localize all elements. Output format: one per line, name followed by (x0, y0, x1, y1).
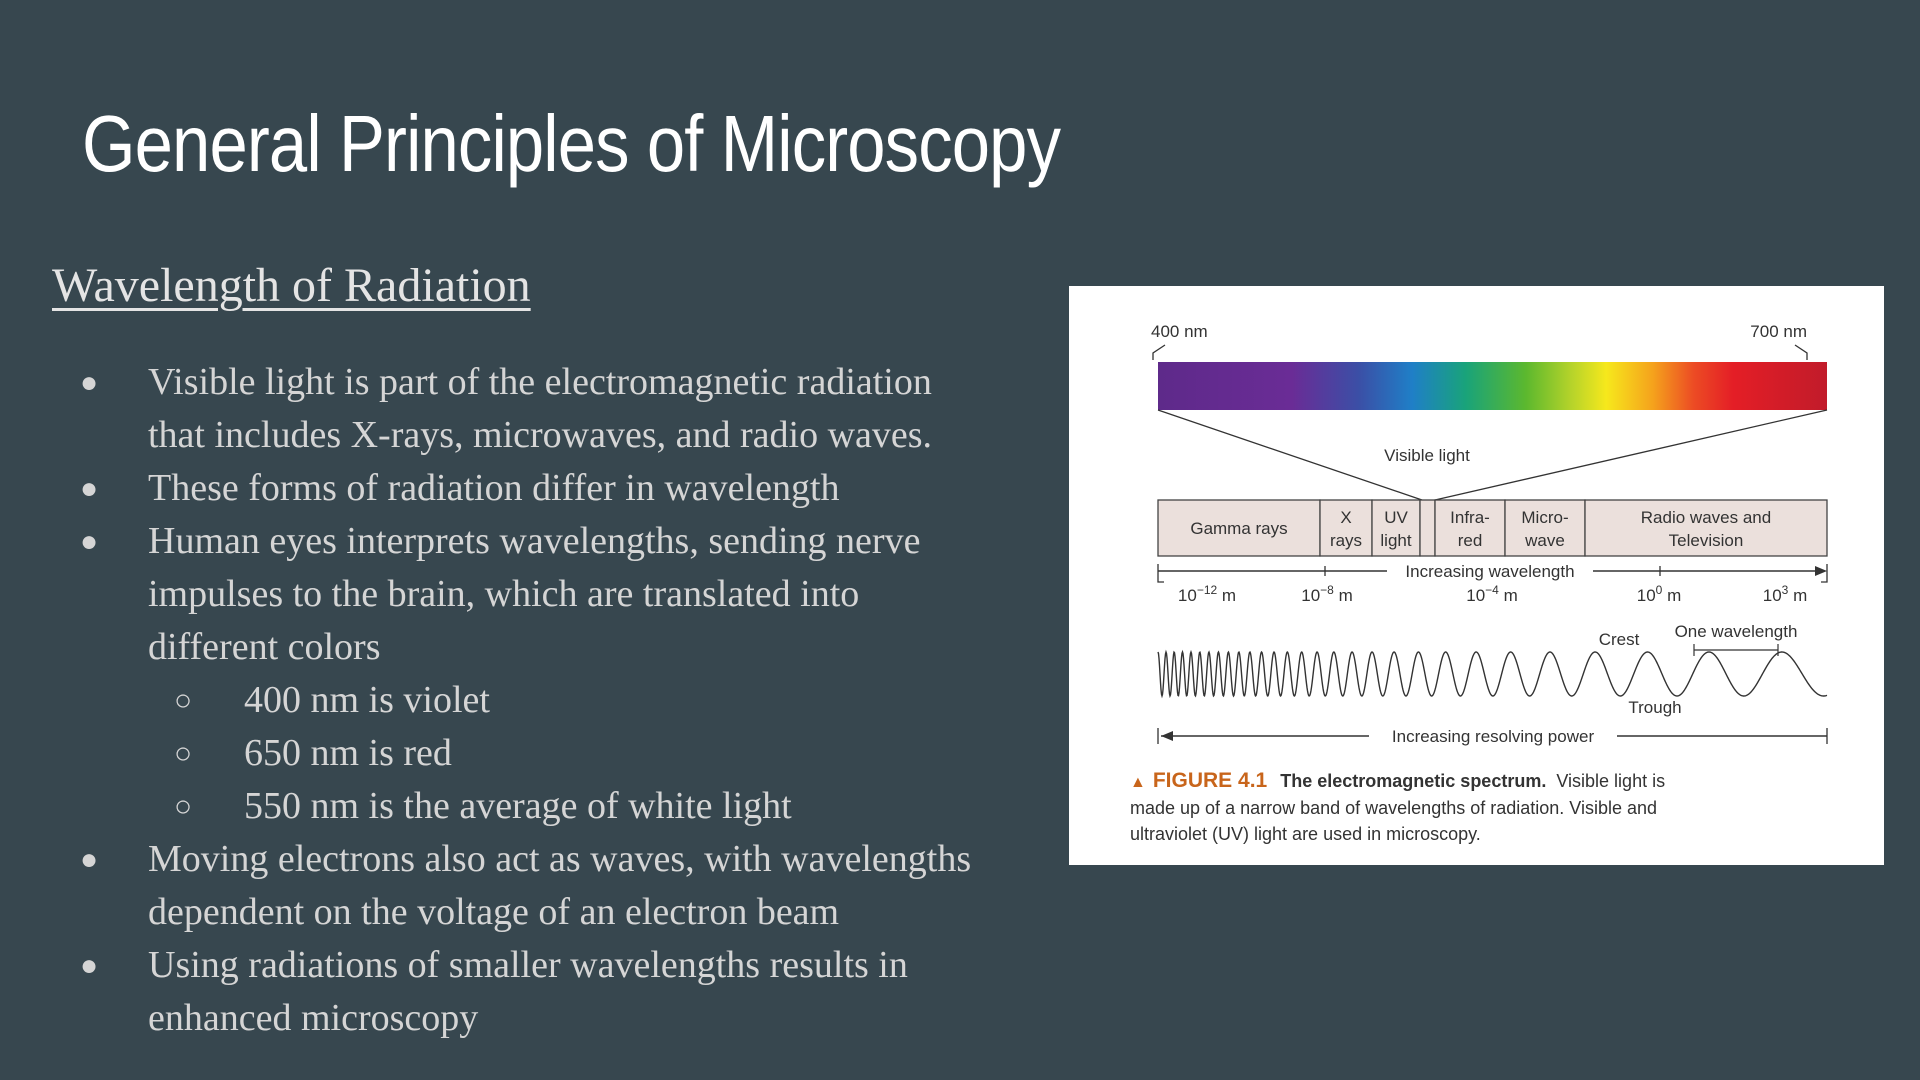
bullet-item: ● Visible light is part of the electroma… (60, 356, 1020, 462)
increasing-wavelength-label: Increasing wavelength (1405, 562, 1574, 581)
em-spectrum-figure: 400 nm 700 nm Visible light Gamma rays X… (1069, 286, 1884, 865)
bullet-dot-icon: ● (80, 525, 99, 558)
sub-bullet-item: ○ 400 nm is violet (60, 674, 1020, 727)
bracket-400 (1152, 344, 1166, 360)
bullet-dot-icon: ● (80, 366, 99, 399)
increasing-resolving-power-label: Increasing resolving power (1392, 727, 1595, 746)
resolving-arrowhead (1161, 731, 1173, 741)
bullet-line: that includes X-rays, microwaves, and ra… (148, 414, 933, 456)
trough-label: Trough (1628, 698, 1681, 717)
band-infrared (1434, 499, 1506, 557)
caption-bold-title: The electromagnetic spectrum. (1280, 771, 1546, 791)
bullet-dot-icon: ● (80, 949, 99, 982)
visible-spectrum-bar (1158, 362, 1827, 410)
bullet-dot-icon: ● (80, 843, 99, 876)
wave-line (1157, 649, 1828, 699)
tick-label: 103 m (1763, 583, 1808, 605)
bullet-line: different colors (148, 626, 381, 668)
bullet-circle-icon: ○ (174, 790, 193, 823)
tick-label: 10−4 m (1466, 583, 1518, 605)
band-gamma-label: Gamma rays (1190, 519, 1287, 538)
sub-bullet-item: ○ 550 nm is the average of white light (60, 780, 1020, 833)
wavelength-axis-left-cap (1157, 564, 1164, 583)
band-uv-label: UV (1384, 508, 1408, 527)
tick-label: 10−8 m (1301, 583, 1353, 605)
bullet-circle-icon: ○ (174, 737, 193, 770)
bullet-line: impulses to the brain, which are transla… (148, 573, 860, 615)
bullet-line: 650 nm is red (244, 732, 452, 774)
band-visible (1419, 499, 1436, 557)
bullet-dot-icon: ● (80, 472, 99, 505)
bullet-item: ● Using radiations of smaller wavelength… (60, 939, 1020, 1045)
figure-caption-line1: ▲ FIGURE 4.1 The electromagnetic spectru… (1130, 769, 1665, 792)
bullet-line: Human eyes interprets wavelengths, sendi… (148, 520, 921, 562)
band-uv-label: light (1380, 531, 1411, 550)
bullet-item: ● Human eyes interprets wavelengths, sen… (60, 515, 1020, 674)
band-infrared-label: red (1458, 531, 1483, 550)
caption-figure-label: FIGURE 4.1 (1153, 769, 1268, 792)
slide-title: General Principles of Microscopy (82, 99, 1061, 188)
wavelength-axis-right-cap (1821, 564, 1828, 583)
band-xrays (1319, 499, 1373, 557)
bracket-700 (1794, 344, 1808, 360)
band-radio-label: Television (1669, 531, 1744, 550)
bullet-line: dependent on the voltage of an electron … (148, 891, 840, 933)
caption-rest: Visible light is (1556, 771, 1665, 791)
band-radio-label: Radio waves and (1641, 508, 1771, 527)
caption-triangle-icon: ▲ (1130, 774, 1146, 791)
visible-light-label: Visible light (1384, 446, 1470, 465)
bullet-line: 550 nm is the average of white light (244, 785, 792, 827)
funnel-line-right (1434, 409, 1828, 501)
bullet-line: enhanced microscopy (148, 997, 479, 1039)
band-xrays-label: rays (1330, 531, 1362, 550)
bullet-line: 400 nm is violet (244, 679, 490, 721)
wavelength-arrowhead (1815, 566, 1827, 576)
bullet-circle-icon: ○ (174, 684, 193, 717)
bullet-line: Moving electrons also act as waves, with… (148, 838, 972, 880)
funnel-line-left (1157, 409, 1423, 501)
figure-caption-line2: made up of a narrow band of wavelengths … (1130, 798, 1657, 818)
sub-bullet-item: ○ 650 nm is red (60, 727, 1020, 780)
bullet-list: ● Visible light is part of the electroma… (60, 356, 1020, 1045)
tick-label: 100 m (1637, 583, 1682, 605)
bullet-item: ● Moving electrons also act as waves, wi… (60, 833, 1020, 939)
band-radio (1584, 499, 1828, 557)
label-700nm: 700 nm (1750, 322, 1807, 341)
band-gamma (1157, 499, 1321, 557)
band-microwave-label: Micro- (1521, 508, 1568, 527)
band-uv (1371, 499, 1421, 557)
bullet-line: Using radiations of smaller wavelengths … (148, 944, 908, 986)
band-infrared-label: Infra- (1450, 508, 1490, 527)
band-microwave-label: wave (1524, 531, 1565, 550)
em-spectrum-diagram: 400 nm 700 nm Visible light Gamma rays X… (1130, 322, 1828, 844)
bullet-item: ● These forms of radiation differ in wav… (60, 462, 1020, 515)
tick-label: 10−12 m (1178, 583, 1236, 605)
figure-caption-line3: ultraviolet (UV) light are used in micro… (1130, 824, 1481, 844)
bullet-line: Visible light is part of the electromagn… (148, 361, 932, 403)
label-400nm: 400 nm (1151, 322, 1208, 341)
spectrum-bands (1157, 499, 1828, 557)
section-heading: Wavelength of Radiation (52, 259, 531, 312)
bullet-line: These forms of radiation differ in wavel… (148, 467, 840, 509)
band-microwave (1504, 499, 1586, 557)
one-wavelength-label: One wavelength (1675, 622, 1798, 641)
crest-label: Crest (1599, 630, 1640, 649)
band-xrays-label: X (1340, 508, 1351, 527)
